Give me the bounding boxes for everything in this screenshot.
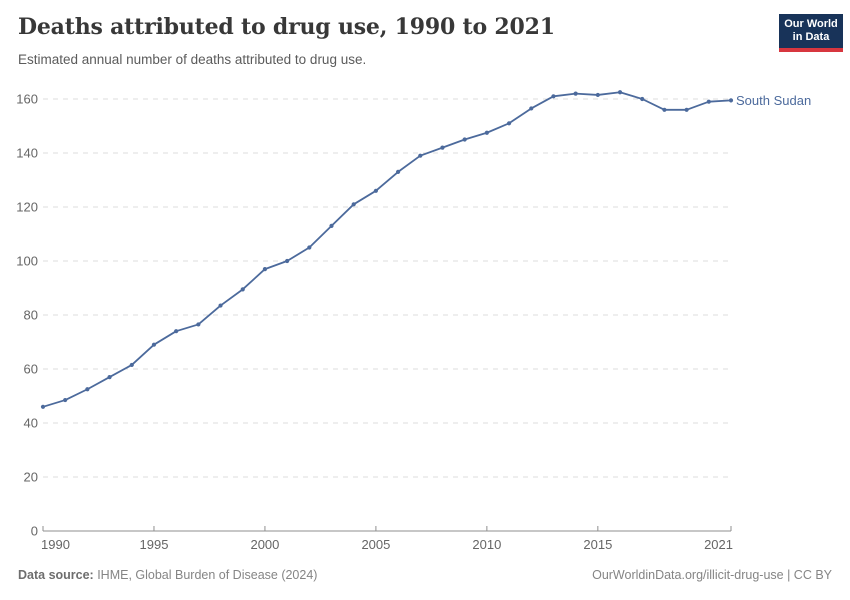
y-tick-label: 80 bbox=[24, 308, 38, 323]
data-point[interactable] bbox=[196, 322, 201, 327]
data-point[interactable] bbox=[85, 387, 90, 392]
data-point[interactable] bbox=[529, 106, 534, 111]
data-point[interactable] bbox=[262, 267, 268, 272]
data-point[interactable] bbox=[462, 137, 467, 142]
footer: Data source: IHME, Global Burden of Dise… bbox=[18, 568, 832, 582]
data-point[interactable] bbox=[662, 107, 667, 112]
data-point[interactable] bbox=[107, 375, 112, 380]
data-point[interactable] bbox=[329, 223, 334, 228]
data-point[interactable] bbox=[595, 92, 600, 98]
x-tick-label: 2015 bbox=[583, 537, 612, 552]
data-point[interactable] bbox=[573, 91, 578, 96]
data-point[interactable] bbox=[151, 342, 157, 347]
footer-source-text: IHME, Global Burden of Disease (2024) bbox=[93, 568, 318, 582]
y-tick-label: 140 bbox=[16, 146, 38, 161]
owid-logo-line2: in Data bbox=[792, 31, 830, 43]
data-point[interactable] bbox=[174, 329, 179, 334]
data-point[interactable] bbox=[551, 94, 556, 99]
y-tick-label: 20 bbox=[24, 470, 38, 485]
data-point[interactable] bbox=[484, 130, 489, 135]
chart-subtitle: Estimated annual number of deaths attrib… bbox=[18, 52, 367, 67]
data-point[interactable] bbox=[218, 303, 223, 308]
data-point[interactable] bbox=[418, 153, 423, 158]
x-tick-label: 1990 bbox=[41, 537, 70, 552]
data-point[interactable] bbox=[40, 404, 46, 409]
series-label[interactable]: South Sudan bbox=[736, 93, 812, 108]
x-tick-label: 2010 bbox=[472, 537, 501, 552]
data-line[interactable] bbox=[42, 91, 732, 408]
x-tick-label: 2000 bbox=[250, 537, 279, 552]
owid-logo[interactable]: Our World in Data bbox=[779, 14, 843, 52]
x-tick-label: 1995 bbox=[140, 537, 169, 552]
footer-license-link[interactable]: OurWorldinData.org/illicit-drug-use | CC… bbox=[592, 568, 832, 582]
page-title: Deaths attributed to drug use, 1990 to 2… bbox=[18, 14, 555, 40]
owid-logo-line1: Our World bbox=[784, 17, 838, 30]
data-point[interactable] bbox=[63, 397, 68, 403]
data-point[interactable] bbox=[351, 202, 356, 207]
data-point[interactable] bbox=[684, 107, 689, 112]
data-point[interactable] bbox=[240, 287, 245, 292]
data-point[interactable] bbox=[728, 98, 734, 103]
footer-source: Data source: IHME, Global Burden of Dise… bbox=[18, 568, 317, 582]
x-tick-label: 2005 bbox=[361, 537, 390, 552]
data-point[interactable] bbox=[395, 169, 401, 174]
data-point[interactable] bbox=[617, 90, 623, 95]
y-tick-label: 120 bbox=[16, 200, 38, 215]
data-point[interactable] bbox=[285, 258, 290, 264]
y-tick-label: 0 bbox=[31, 524, 38, 539]
data-point[interactable] bbox=[506, 121, 512, 126]
footer-source-label: Data source: bbox=[18, 568, 94, 582]
x-tick-label: 2021 bbox=[704, 537, 733, 552]
y-tick-label: 60 bbox=[24, 362, 38, 377]
data-point[interactable] bbox=[640, 96, 645, 102]
data-point[interactable] bbox=[307, 245, 312, 250]
data-point[interactable] bbox=[129, 362, 134, 368]
y-tick-label: 100 bbox=[16, 254, 38, 269]
data-point[interactable] bbox=[706, 99, 711, 104]
y-tick-label: 40 bbox=[24, 416, 38, 431]
data-point[interactable] bbox=[440, 145, 445, 150]
y-tick-label: 160 bbox=[16, 92, 38, 107]
data-point[interactable] bbox=[373, 188, 379, 193]
